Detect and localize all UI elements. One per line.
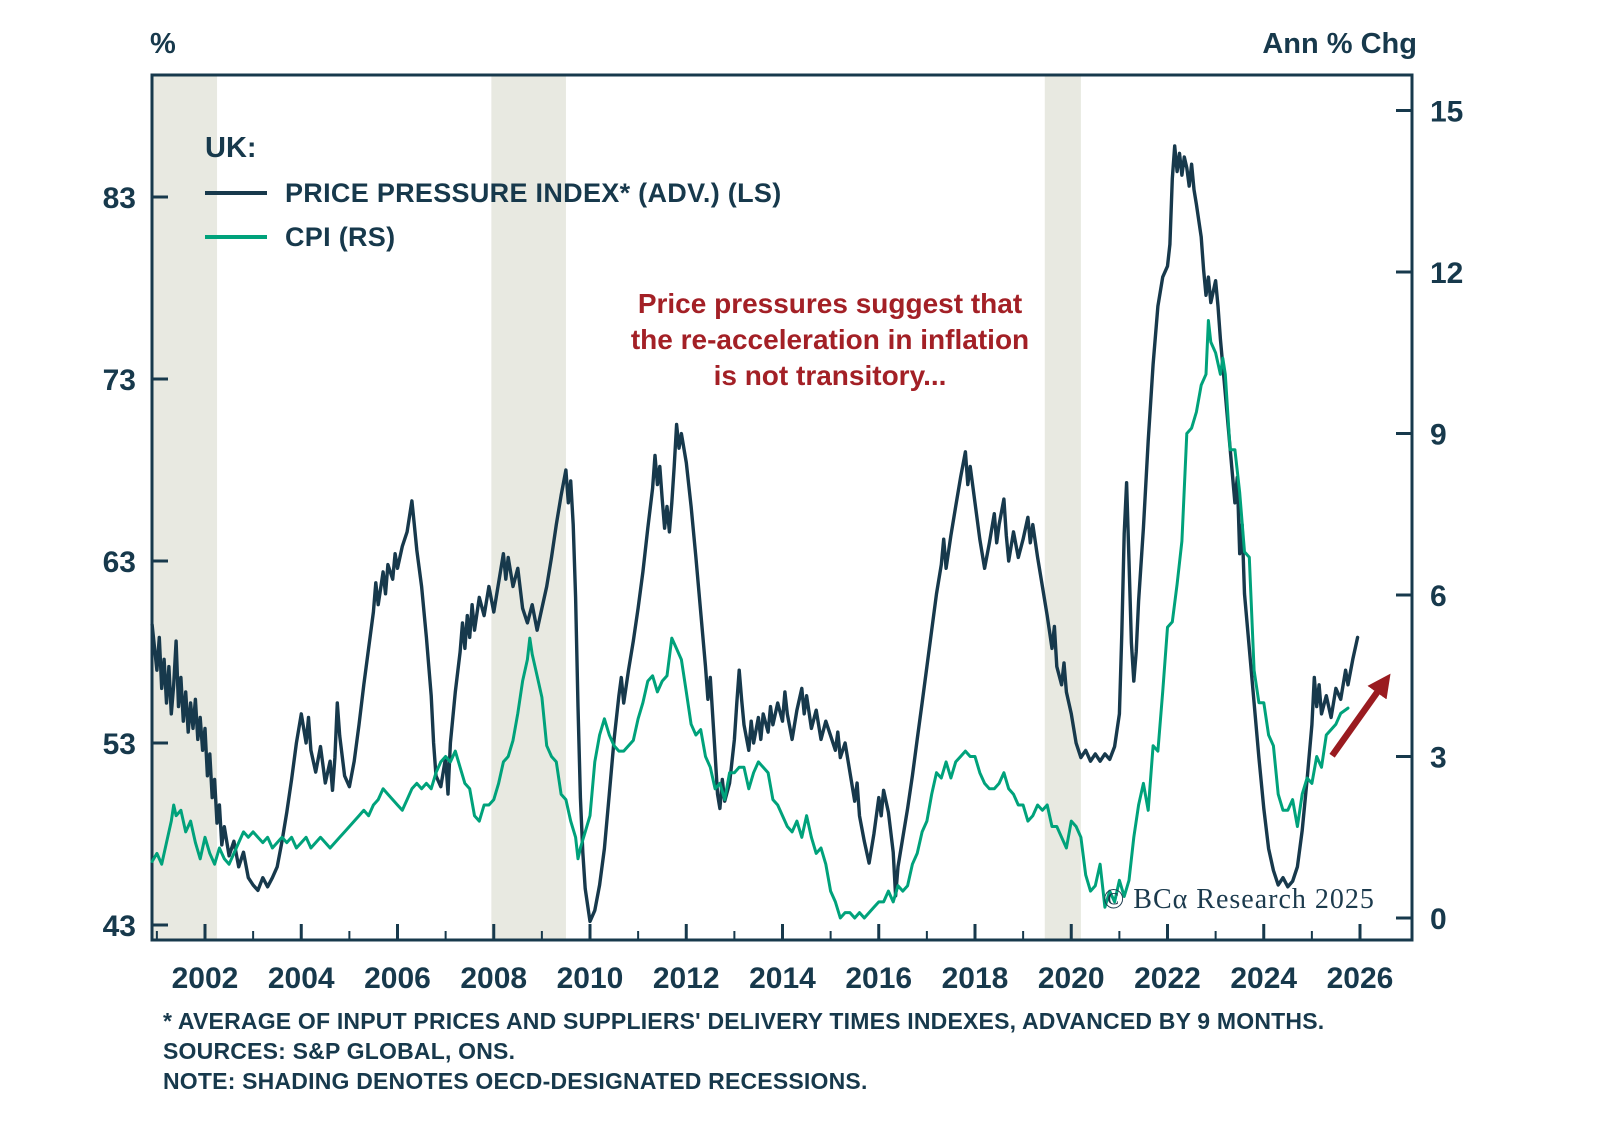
annotation-text: Price pressures suggest that the re-acce… xyxy=(555,286,1105,394)
copyright-watermark: © BCα Research 2025 xyxy=(1103,884,1375,915)
y-right-tick-label: 15 xyxy=(1430,96,1463,129)
footnote-line: * AVERAGE OF INPUT PRICES AND SUPPLIERS'… xyxy=(163,1008,1325,1034)
annotation-line: Price pressures suggest that xyxy=(637,288,1023,319)
recession-band xyxy=(1044,75,1081,940)
footnote-line: NOTE: SHADING DENOTES OECD-DESIGNATED RE… xyxy=(163,1068,868,1094)
legend-item-ppi: PRICE PRESSURE INDEX* (ADV.) (LS) xyxy=(205,171,781,215)
x-tick-label: 2004 xyxy=(268,962,335,995)
annotation-line: the re-acceleration in inflation xyxy=(630,324,1030,355)
left-axis-title: % xyxy=(150,28,176,60)
x-tick-label: 2010 xyxy=(557,962,624,995)
y-left-tick-label: 63 xyxy=(103,546,136,579)
y-left-tick-label: 43 xyxy=(103,910,136,943)
series-line-cpi xyxy=(150,319,1350,920)
x-tick-label: 2012 xyxy=(653,962,720,995)
x-tick-label: 2008 xyxy=(460,962,527,995)
right-axis-title: Ann % Chg xyxy=(1262,28,1417,60)
recession-band xyxy=(491,75,566,940)
x-tick-label: 2020 xyxy=(1038,962,1105,995)
y-right-tick-label: 12 xyxy=(1430,257,1463,290)
x-tick-label: 2016 xyxy=(845,962,912,995)
y-left-tick-label: 73 xyxy=(103,364,136,397)
legend-region-label: UK: xyxy=(205,132,257,164)
annotation-line: is not transitory... xyxy=(713,360,947,391)
x-tick-label: 2024 xyxy=(1230,962,1297,995)
x-tick-label: 2022 xyxy=(1134,962,1201,995)
y-left-tick-label: 53 xyxy=(103,728,136,761)
y-right-tick-label: 6 xyxy=(1430,580,1447,613)
recession-band xyxy=(152,75,218,940)
series-line-ppi xyxy=(150,144,1360,924)
trend-arrow xyxy=(1329,673,1391,758)
x-tick-label: 2014 xyxy=(749,962,816,995)
x-tick-label: 2006 xyxy=(364,962,431,995)
y-right-tick-label: 3 xyxy=(1430,742,1447,775)
cpi-line-swatch xyxy=(205,235,267,239)
x-tick-label: 2026 xyxy=(1327,962,1394,995)
legend: UK: PRICE PRESSURE INDEX* (ADV.) (LS) CP… xyxy=(205,132,781,259)
y-right-tick-label: 9 xyxy=(1430,419,1447,452)
legend-label-ppi: PRICE PRESSURE INDEX* (ADV.) (LS) xyxy=(285,177,782,208)
footnotes: * AVERAGE OF INPUT PRICES AND SUPPLIERS'… xyxy=(163,1006,1324,1096)
y-left-tick-label: 83 xyxy=(103,182,136,215)
footnote-line: SOURCES: S&P GLOBAL, ONS. xyxy=(163,1038,516,1064)
y-right-tick-label: 0 xyxy=(1430,903,1447,936)
x-tick-label: 2018 xyxy=(942,962,1009,995)
legend-item-cpi: CPI (RS) xyxy=(205,215,781,259)
ppi-line-swatch xyxy=(205,191,267,195)
x-tick-label: 2002 xyxy=(172,962,239,995)
legend-label-cpi: CPI (RS) xyxy=(285,221,396,252)
